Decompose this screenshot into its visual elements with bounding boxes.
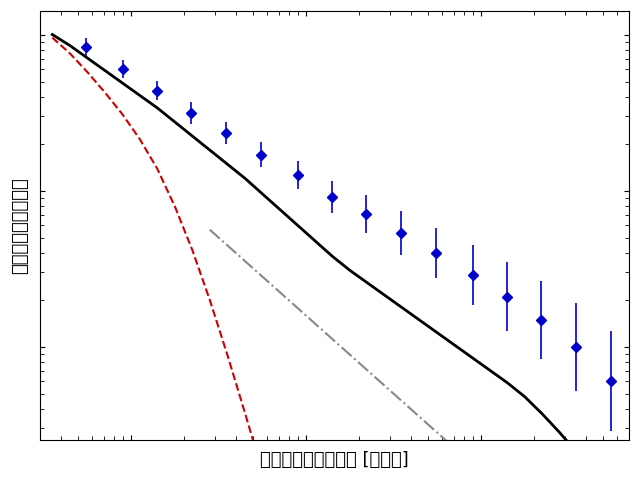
- X-axis label: 銀河中心からの距離 [万光年]: 銀河中心からの距離 [万光年]: [260, 451, 408, 469]
- Y-axis label: 銀河周りの質量分布: 銀河周りの質量分布: [11, 178, 29, 274]
